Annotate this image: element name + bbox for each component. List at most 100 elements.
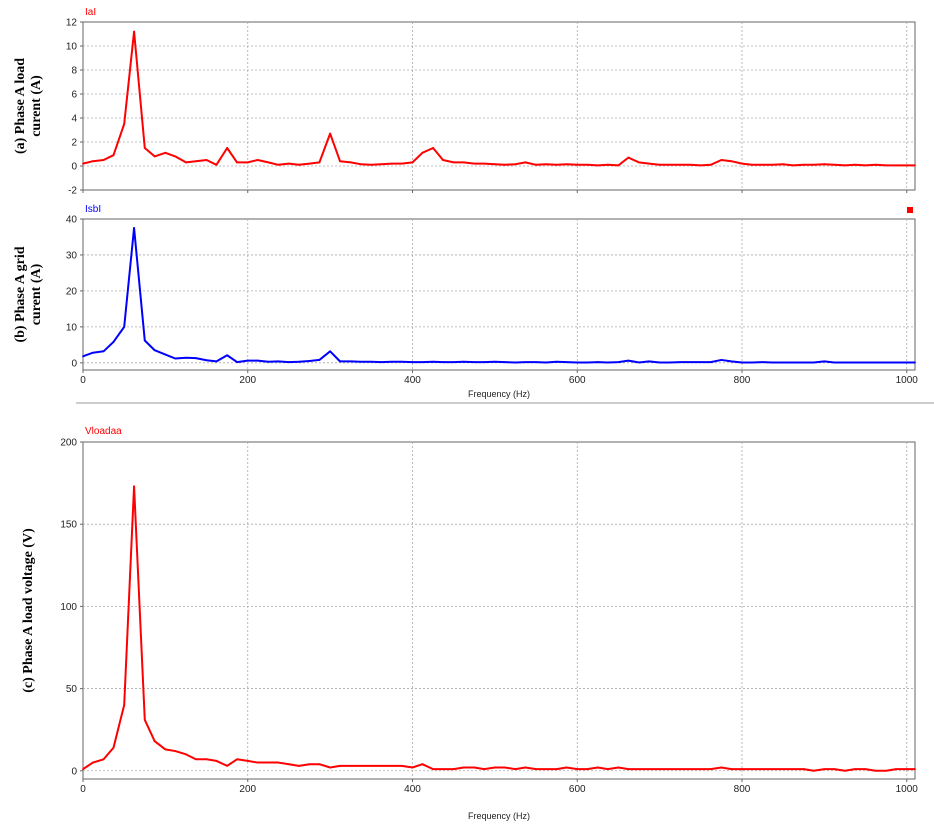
data-point <box>256 159 259 161</box>
series-name: IsbI <box>85 204 101 215</box>
data-point <box>391 162 393 165</box>
data-point <box>617 766 620 769</box>
data-point <box>709 361 712 363</box>
data-point <box>473 162 476 165</box>
data-point <box>895 768 897 771</box>
data-point <box>524 161 527 164</box>
x-tick-label: 600 <box>569 784 586 795</box>
data-point <box>370 360 373 363</box>
data-point <box>246 161 249 164</box>
data-point <box>112 154 115 157</box>
data-point <box>102 758 105 761</box>
y-tick-label: 0 <box>71 162 77 173</box>
plot-area <box>82 218 916 371</box>
data-point <box>545 768 547 771</box>
data-point <box>91 160 94 163</box>
data-point <box>771 163 774 166</box>
data-point <box>761 768 764 771</box>
data-point <box>606 163 609 166</box>
data-point <box>143 718 146 721</box>
data-point <box>853 768 856 771</box>
series-name: Vloadaa <box>85 426 122 437</box>
data-point <box>750 163 753 166</box>
legend-marker <box>907 207 913 213</box>
y-tick-label: 20 <box>66 286 78 297</box>
data-point <box>432 147 434 149</box>
data-point <box>411 161 414 164</box>
data-point <box>473 361 476 363</box>
data-point <box>535 361 537 363</box>
x-tick-label: 800 <box>734 784 751 795</box>
data-point <box>864 768 867 771</box>
data-point <box>359 764 362 767</box>
data-point <box>318 359 321 361</box>
data-point <box>112 746 115 749</box>
data-point <box>205 359 208 362</box>
data-point <box>246 760 249 762</box>
data-point <box>844 164 846 167</box>
data-point <box>82 768 84 771</box>
y-tick-label: 150 <box>60 520 77 531</box>
y-tick-label: 50 <box>66 684 78 695</box>
data-point <box>236 361 238 363</box>
data-point <box>205 159 208 161</box>
data-point <box>452 361 455 363</box>
data-point <box>493 163 496 166</box>
data-point <box>421 151 424 154</box>
x-tick-label: 400 <box>404 784 421 795</box>
data-point <box>668 361 671 364</box>
data-point <box>123 325 126 328</box>
data-point <box>329 132 332 135</box>
data-point <box>658 361 661 364</box>
data-point <box>648 162 650 165</box>
data-point <box>493 766 496 769</box>
data-point <box>153 740 156 743</box>
data-point <box>699 768 702 771</box>
data-point <box>750 768 753 771</box>
data-point <box>885 361 888 364</box>
data-point <box>565 163 568 166</box>
data-point <box>514 361 517 364</box>
data-point <box>164 151 167 154</box>
data-point <box>185 161 187 164</box>
data-point <box>256 761 259 764</box>
data-point <box>730 160 733 163</box>
data-point <box>256 359 259 362</box>
data-point <box>812 769 815 772</box>
data-point <box>576 768 579 771</box>
data-point <box>185 753 187 756</box>
y-tick-label: 12 <box>66 18 78 29</box>
data-point <box>82 355 84 358</box>
data-point <box>555 360 558 363</box>
data-point <box>679 361 682 363</box>
data-point <box>730 768 733 771</box>
y-tick-label: -2 <box>68 186 77 197</box>
data-point <box>421 361 424 363</box>
data-point <box>689 768 692 771</box>
data-point <box>679 768 682 771</box>
data-point <box>586 361 589 364</box>
data-point <box>349 161 352 164</box>
data-point <box>905 361 908 364</box>
data-point <box>638 768 640 771</box>
y-tick-label: 0 <box>71 766 77 777</box>
data-point <box>297 163 300 166</box>
data-point <box>802 163 805 166</box>
plot-area <box>82 441 916 780</box>
data-point <box>462 360 465 363</box>
data-point <box>308 360 311 362</box>
x-axis-label: Frequency (Hz) <box>468 811 530 821</box>
data-point <box>833 361 836 364</box>
x-tick-label: 400 <box>404 375 421 386</box>
data-point <box>133 485 135 488</box>
data-point <box>853 163 856 166</box>
data-point <box>689 163 692 166</box>
data-point <box>442 159 444 161</box>
data-point <box>555 768 558 771</box>
data-point <box>844 769 846 772</box>
data-point <box>741 361 743 364</box>
data-point <box>524 361 527 363</box>
data-point <box>483 361 486 363</box>
